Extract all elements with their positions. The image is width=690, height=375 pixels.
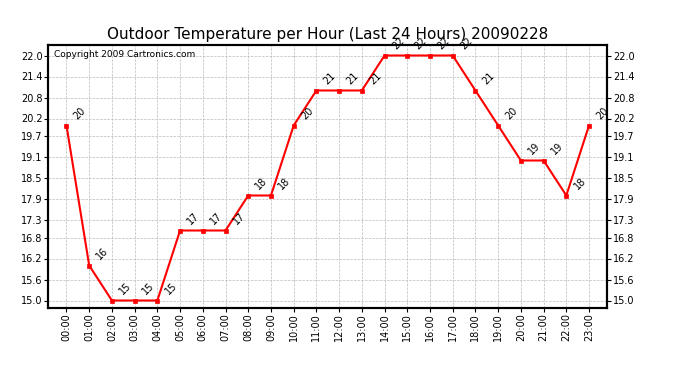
Text: 19: 19 [526,141,542,156]
Text: 21: 21 [345,70,360,86]
Title: Outdoor Temperature per Hour (Last 24 Hours) 20090228: Outdoor Temperature per Hour (Last 24 Ho… [107,27,549,42]
Text: 17: 17 [231,210,247,226]
Text: 17: 17 [208,210,224,226]
Text: 15: 15 [117,280,133,296]
Text: 21: 21 [322,70,338,86]
Text: 19: 19 [549,141,565,156]
Text: 21: 21 [367,70,383,86]
Text: 15: 15 [163,280,179,296]
Text: 20: 20 [595,105,611,122]
Text: 22: 22 [435,35,451,51]
Text: 16: 16 [95,246,110,261]
Text: 22: 22 [458,35,474,51]
Text: 18: 18 [277,176,293,191]
Text: 17: 17 [186,210,201,226]
Text: 18: 18 [572,176,588,191]
Text: 20: 20 [299,105,315,122]
Text: 20: 20 [504,105,520,122]
Text: 15: 15 [140,280,156,296]
Text: Copyright 2009 Cartronics.com: Copyright 2009 Cartronics.com [54,50,195,59]
Text: 21: 21 [481,70,497,86]
Text: 22: 22 [413,35,428,51]
Text: 18: 18 [254,176,270,191]
Text: 20: 20 [72,105,88,122]
Text: 22: 22 [390,35,406,51]
